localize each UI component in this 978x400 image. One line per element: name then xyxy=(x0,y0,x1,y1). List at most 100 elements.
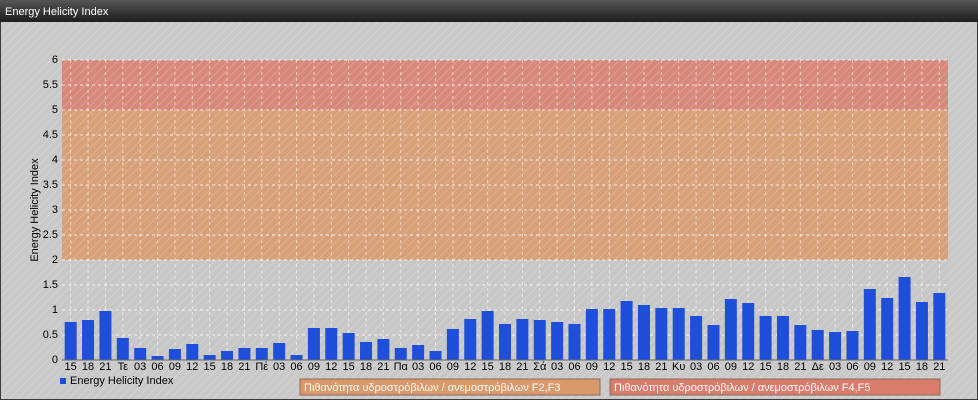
x-tick-label: 15 xyxy=(898,361,910,373)
x-tick-label: 21 xyxy=(377,361,389,373)
bar xyxy=(325,328,338,360)
bar xyxy=(603,309,616,360)
bar xyxy=(533,320,546,360)
y-tick-label: 3 xyxy=(52,204,58,216)
x-tick-label: 21 xyxy=(794,361,806,373)
bar xyxy=(151,356,164,360)
x-tick-label: 18 xyxy=(777,361,789,373)
legend-swatch xyxy=(60,378,66,384)
bar xyxy=(742,303,755,360)
x-tick-label: 15 xyxy=(343,361,355,373)
bar xyxy=(307,328,320,360)
y-tick-label: 4 xyxy=(52,154,58,166)
bar xyxy=(585,309,598,360)
x-tick-label: 18 xyxy=(221,361,233,373)
bar xyxy=(360,342,373,360)
x-tick-label: 09 xyxy=(725,361,737,373)
x-tick-label: 15 xyxy=(65,361,77,373)
bar xyxy=(707,325,720,360)
x-tick-label: 03 xyxy=(273,361,285,373)
bar xyxy=(394,348,407,360)
title-bar xyxy=(0,0,978,22)
band-legend-label: Πιθανότητα υδροστρόβιλων / ανεμοστρόβιλω… xyxy=(304,382,561,394)
y-tick-label: 5.5 xyxy=(43,79,58,91)
x-tick-label: 12 xyxy=(186,361,198,373)
band-legend-box xyxy=(299,378,601,396)
x-tick-label: 21 xyxy=(516,361,528,373)
x-tick-label: 15 xyxy=(620,361,632,373)
band-legend-label: Πιθανότητα υδροστρόβιλων / ανεμοστρόβιλω… xyxy=(614,382,871,394)
x-tick-label: Κυ xyxy=(672,361,685,373)
bar xyxy=(168,349,181,360)
bar xyxy=(672,308,685,360)
bar xyxy=(221,351,234,360)
bar xyxy=(116,338,129,360)
x-tick-label: 12 xyxy=(325,361,337,373)
x-tick-label: 15 xyxy=(204,361,216,373)
bar xyxy=(846,331,859,360)
x-tick-label: 09 xyxy=(864,361,876,373)
y-tick-label: 1 xyxy=(52,304,58,316)
x-tick-label: 06 xyxy=(568,361,580,373)
x-tick-label: 09 xyxy=(169,361,181,373)
bar xyxy=(933,293,946,360)
bar xyxy=(203,355,216,360)
x-tick-label: Δε xyxy=(812,361,824,373)
x-tick-label: 03 xyxy=(829,361,841,373)
x-tick-label: 15 xyxy=(482,361,494,373)
bar xyxy=(446,329,459,360)
bar xyxy=(863,289,876,360)
bar xyxy=(551,322,564,360)
bar xyxy=(776,316,789,360)
bar xyxy=(759,316,772,360)
x-tick-label: 03 xyxy=(412,361,424,373)
bar xyxy=(99,311,112,360)
x-tick-label: 21 xyxy=(238,361,250,373)
bar xyxy=(134,348,147,360)
bar xyxy=(655,308,668,360)
y-tick-label: 0 xyxy=(52,354,58,366)
x-tick-label: 18 xyxy=(360,361,372,373)
chart-title: Energy Helicity Index xyxy=(5,6,109,18)
x-tick-label: 06 xyxy=(846,361,858,373)
y-tick-label: 5 xyxy=(52,104,58,116)
bar xyxy=(881,298,894,360)
x-tick-label: 03 xyxy=(690,361,702,373)
y-tick-label: 3.5 xyxy=(43,179,58,191)
x-tick-label: 21 xyxy=(933,361,945,373)
legend-label: Energy Helicity Index xyxy=(70,375,174,387)
bar xyxy=(794,325,807,360)
bar xyxy=(429,351,442,360)
band-legend-box xyxy=(609,378,941,396)
bar xyxy=(724,299,737,360)
x-tick-label: Πέ xyxy=(255,361,268,373)
x-tick-label: 03 xyxy=(551,361,563,373)
x-tick-label: 12 xyxy=(464,361,476,373)
bar xyxy=(829,332,842,360)
x-tick-label: 12 xyxy=(603,361,615,373)
x-tick-label: Πα xyxy=(394,361,409,373)
y-tick-label: 4.5 xyxy=(43,129,58,141)
bar xyxy=(464,319,477,360)
bar xyxy=(64,322,77,360)
x-tick-label: 12 xyxy=(742,361,754,373)
y-tick-label: 2 xyxy=(52,254,58,266)
bar xyxy=(255,348,268,360)
x-tick-label: 18 xyxy=(916,361,928,373)
y-tick-label: 1.5 xyxy=(43,279,58,291)
bar xyxy=(811,330,824,360)
x-tick-label: 09 xyxy=(586,361,598,373)
y-tick-label: 0.5 xyxy=(43,329,58,341)
y-tick-label: 6 xyxy=(52,54,58,66)
bar xyxy=(568,324,581,360)
x-tick-label: 06 xyxy=(707,361,719,373)
x-tick-label: 21 xyxy=(99,361,111,373)
bar xyxy=(290,355,303,360)
bar xyxy=(273,343,286,360)
bar xyxy=(186,344,199,360)
x-tick-label: 06 xyxy=(429,361,441,373)
bar xyxy=(499,324,511,360)
y-tick-label: 2.5 xyxy=(43,229,58,241)
bar xyxy=(690,316,703,360)
